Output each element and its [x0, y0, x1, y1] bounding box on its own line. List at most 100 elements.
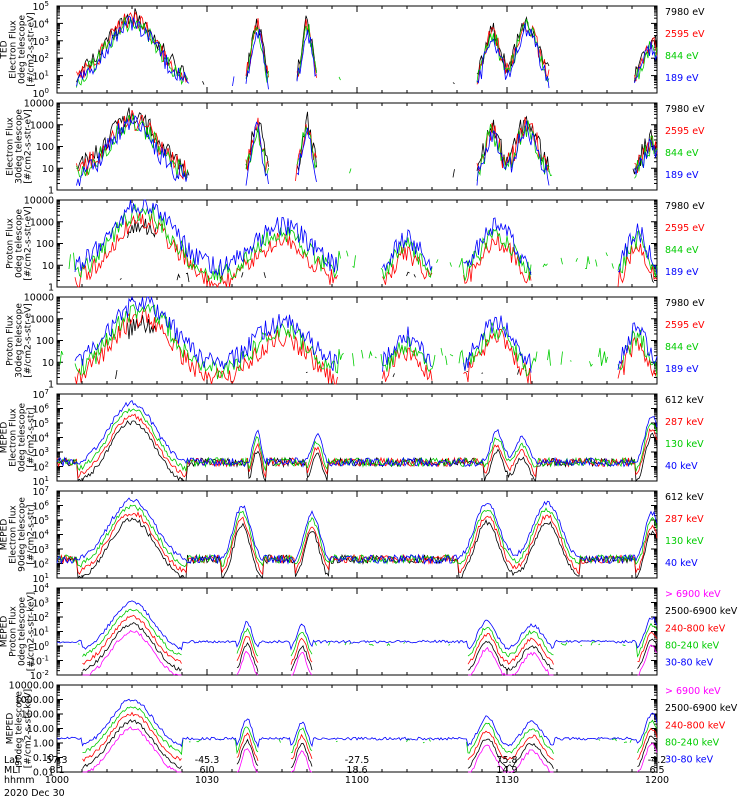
y-axis-label: 0deg telescope [15, 209, 25, 279]
y-axis-label: 0deg telescope [18, 403, 28, 473]
series-line [76, 107, 658, 178]
y-tick-label: 1000.00 [15, 695, 54, 706]
x-tick-label: 6.5 [649, 765, 664, 776]
y-axis-label: TED [0, 40, 10, 59]
channel-label: > 6900 keV [665, 686, 721, 697]
channel-label: 130 keV [665, 439, 704, 450]
x-tick-label: 8.1 [49, 765, 64, 776]
x-row-label: MLT [4, 765, 22, 776]
y-tick-label: 1000 [30, 314, 54, 325]
y-axis-label: [#/cm2-s-str-eV] [24, 109, 34, 184]
series-line [82, 630, 658, 676]
series-line [56, 517, 658, 579]
channel-label: 287 keV [665, 417, 704, 428]
x-tick-label: -4.2 [648, 755, 667, 766]
y-tick-label: 10 [42, 164, 54, 175]
channel-label: 2595 eV [665, 223, 705, 234]
channel-label: 844 eV [665, 148, 699, 159]
series-line [82, 719, 658, 769]
channel-label: 130 keV [665, 536, 704, 547]
y-tick-label: 100 [36, 239, 54, 250]
channel-label: 7980 eV [665, 201, 705, 212]
series-line [82, 726, 658, 773]
y-axis-label: 30deg telescope [15, 109, 25, 184]
channel-label: 80-240 keV [665, 738, 720, 749]
y-axis-label: MEPED [0, 616, 10, 648]
channel-label: 2500-6900 keV [665, 606, 738, 617]
y-axis-label: [#/cm2-s-str] [27, 504, 37, 564]
x-tick-label: 14.9 [496, 765, 517, 776]
series-line [82, 614, 658, 665]
y-tick-label: 107 [32, 388, 49, 401]
series-line [74, 199, 658, 277]
x-tick-label: 18.6 [346, 765, 367, 776]
x-tick-label: -27.5 [345, 755, 370, 766]
channel-label: 30-80 keV [665, 658, 714, 669]
series-line [56, 497, 658, 565]
panel-frame [56, 199, 658, 288]
channel-label: 189 eV [665, 267, 699, 278]
y-tick-label: 1 [48, 380, 54, 391]
y-tick-label: 0.01 [33, 768, 54, 779]
y-tick-label: 1.00 [33, 739, 54, 750]
y-axis-label: MEPED [0, 519, 10, 551]
x-tick-label: 57.3 [46, 755, 67, 766]
y-axis-label: 0deg telescope [18, 15, 28, 85]
y-tick-label: 100 [36, 142, 54, 153]
panel-4: 1 10 100 1000 10000 Proton Flux 30deg telescop… [6, 293, 706, 391]
panel-frame [56, 490, 658, 579]
y-tick-label: 100 [36, 336, 54, 347]
series-line [56, 413, 658, 480]
y-axis-label: [#/cm2-s-str-eV] [24, 303, 34, 378]
y-tick-label: 10000 [24, 293, 54, 304]
channel-label: 40 keV [665, 461, 698, 472]
y-tick-label: 105 [32, 0, 49, 13]
panel-frame [56, 296, 658, 385]
channel-label: 240-800 keV [665, 720, 726, 731]
channel-label: 287 keV [665, 514, 704, 525]
y-axis-label: Electron Flux [9, 505, 19, 564]
channel-label: 40 keV [665, 558, 698, 569]
y-axis-label: MEPED [0, 422, 10, 454]
y-tick-label: 10.00 [27, 724, 54, 735]
y-axis-label: MEPED [6, 713, 16, 745]
series-line [76, 114, 658, 186]
x-row-label: Lat [4, 755, 19, 766]
channel-label: 2595 eV [665, 29, 705, 40]
series-line [56, 420, 658, 483]
series-line [74, 295, 658, 373]
series-line [56, 400, 658, 468]
y-tick-label: 1000 [30, 120, 54, 131]
channel-label: 189 eV [665, 364, 699, 375]
series-line [82, 706, 658, 756]
y-tick-label: 100.00 [21, 710, 54, 721]
y-tick-label: 10 [42, 358, 54, 369]
x-axis-labels: Lat 57.3 -45.3 -27.5 75.8 -4.2 MLT 8.1 6.0 18.6 14… [4, 755, 669, 799]
y-axis-label: 30deg telescope [15, 303, 25, 378]
channel-label: > 6900 keV [665, 589, 721, 600]
channel-label: 844 eV [665, 51, 699, 62]
x-tick-label: 1000 [45, 775, 69, 786]
channel-label: 240-800 keV [665, 623, 726, 634]
x-tick-label: 1200 [645, 775, 669, 786]
series-line [56, 698, 658, 749]
x-tick-label: 6.0 [199, 765, 214, 776]
x-tick-label: -45.3 [195, 755, 220, 766]
y-axis-label: Electron Flux [9, 408, 19, 467]
y-axis-label: [#/cm2-s-str-eV] [27, 12, 37, 87]
y-axis-label: [#/cm2-s-str-eV] [24, 206, 34, 281]
y-tick-label: 0.10 [33, 753, 54, 764]
y-axis-label: [#/cm2-s-str-keV] [24, 689, 34, 768]
y-axis-label: Proton Flux [6, 218, 16, 269]
channel-label: 2595 eV [665, 320, 705, 331]
y-axis-label: Proton Flux [9, 606, 19, 657]
x-tick-label: 1130 [495, 775, 519, 786]
series-line [76, 114, 658, 181]
y-tick-label: 10000 [24, 196, 54, 207]
series-line [82, 622, 658, 672]
series-line [76, 17, 658, 88]
panel-frame [56, 5, 658, 94]
series-line [57, 600, 658, 651]
